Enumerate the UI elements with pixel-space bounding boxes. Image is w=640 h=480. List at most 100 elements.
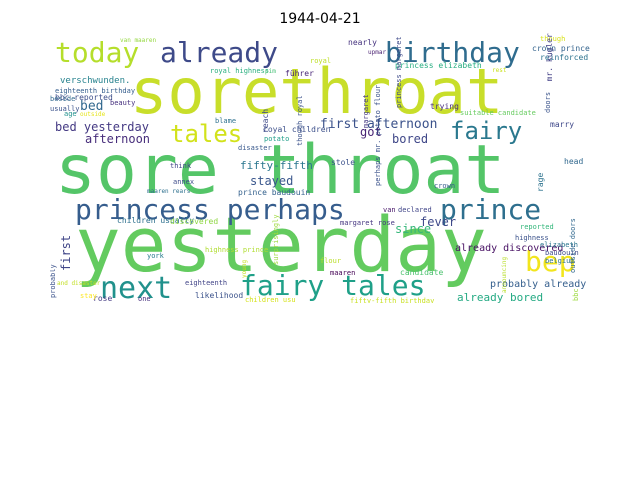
cloud-word: crown	[434, 182, 455, 190]
cloud-word: since	[395, 222, 431, 236]
cloud-word: and disaster	[57, 280, 101, 287]
cloud-word: eighteenth birthday	[55, 87, 135, 95]
cloud-word: rest	[492, 67, 507, 74]
cloud-word: though royal	[296, 95, 304, 146]
cloud-word: discovered	[170, 217, 218, 226]
cloud-word: beside	[50, 95, 75, 103]
cloud-word: announcing	[501, 256, 508, 293]
cloud-word: prince	[440, 193, 541, 226]
cloud-word: already discovered	[455, 243, 563, 254]
cloud-word: bep	[525, 245, 576, 278]
cloud-word: usually	[50, 105, 80, 113]
cloud-word: trying	[430, 102, 459, 111]
cloud-word: fairy tales	[240, 269, 425, 302]
cloud-word: princess margaret	[395, 36, 403, 108]
cloud-word: first	[59, 235, 73, 271]
cloud-word: princess perhaps	[75, 193, 345, 226]
cloud-word: fifty-fifth birthday	[350, 297, 434, 303]
cloud-word: outside doors	[569, 218, 577, 273]
cloud-word: potato	[264, 135, 289, 143]
cloud-word: candidate	[400, 268, 444, 277]
cloud-word: royal	[310, 57, 331, 65]
cloud-word: got	[360, 125, 382, 139]
cloud-word: first afternoon	[320, 117, 437, 132]
cloud-word: bored	[392, 132, 428, 146]
cloud-word: probably already	[490, 279, 586, 290]
cloud-word: royal children	[263, 125, 331, 134]
cloud-word: likelihood	[195, 291, 243, 300]
cloud-word: outside	[80, 111, 106, 118]
cloud-word: bbc	[572, 288, 580, 301]
cloud-word: yesterday	[75, 200, 487, 289]
cloud-word: declared	[398, 206, 432, 214]
cloud-word: york	[147, 252, 165, 260]
cloud-word: age	[64, 110, 77, 118]
cloud-word: royal highness	[210, 67, 269, 75]
cloud-word: already	[160, 36, 278, 69]
cloud-word: reported	[520, 223, 554, 231]
cloud-word: führer	[285, 69, 314, 78]
cloud-word: mr. kugler	[545, 33, 554, 81]
cloud-word: disaster	[238, 144, 272, 152]
cloud-word: margaret rose	[340, 219, 395, 227]
cloud-word: birthday	[385, 36, 520, 69]
cloud-word: fifty-fifth	[240, 159, 313, 172]
cloud-word: elizabeth	[540, 241, 578, 249]
cloud-word: suitable candidate	[460, 109, 536, 117]
cloud-word: upmar	[368, 49, 386, 56]
cloud-word: maaren	[330, 269, 355, 277]
cloud-word: baudouin	[545, 249, 579, 257]
cloud-word: nearly	[348, 38, 377, 47]
cloud-word: annex	[173, 178, 194, 186]
cloud-word: highness prince	[205, 246, 268, 254]
cloud-word: though	[540, 35, 565, 43]
cloud-word: maaren rears	[147, 188, 191, 195]
cloud-word: already bored	[457, 291, 543, 303]
cloud-word: prince baudouin	[238, 188, 310, 197]
cloud-word: margaret	[362, 94, 370, 128]
cloud-word: crown prince	[532, 44, 590, 53]
cloud-word: stayed	[250, 174, 293, 188]
cloud-word: bed	[80, 99, 103, 114]
cloud-word: one	[138, 295, 151, 303]
cloud-word: afternoon	[85, 132, 150, 146]
cloud-word: think	[170, 162, 192, 170]
cloud-word: head	[564, 157, 583, 166]
cloud-word: verschwunden.	[60, 76, 130, 86]
cloud-word: next	[100, 271, 172, 303]
cloud-word: bed yesterday	[55, 120, 149, 134]
cloud-word: tales	[170, 120, 242, 148]
cloud-word: reach	[261, 109, 270, 133]
cloud-word: stole	[331, 158, 355, 167]
cloud-word: young	[241, 260, 248, 278]
cloud-word: children usually	[117, 216, 194, 225]
cloud-word: sore throat	[55, 131, 505, 210]
cloud-word: probably	[50, 264, 57, 298]
cloud-word: van	[383, 206, 396, 214]
cloud-word: perhaps mr. potato flour	[374, 85, 382, 186]
cloud-word: fairy	[450, 117, 522, 145]
cloud-word: flour	[320, 257, 341, 265]
cloud-word: blame	[215, 117, 236, 125]
cloud-word: sorethroat	[130, 55, 503, 128]
cloud-word: rose	[93, 294, 112, 303]
cloud-word: belgium	[545, 257, 575, 265]
cloud-word: highness	[515, 234, 549, 242]
cloud-word: fever	[420, 215, 456, 229]
cloud-word: children usu	[245, 296, 296, 303]
cloud-word: stay	[80, 292, 97, 300]
cloud-word: pim	[265, 68, 276, 75]
cloud-word: today	[55, 36, 139, 69]
cloud-word: van maaren	[120, 37, 157, 44]
cloud-word: princess elizabeth	[395, 61, 482, 70]
cloud-word: eighteenth	[185, 279, 227, 287]
chart-title: 1944-04-21	[279, 11, 361, 27]
cloud-word: bbc reported	[55, 93, 113, 102]
cloud-word: doors	[544, 92, 552, 113]
cloud-word: surprisingly	[272, 214, 280, 265]
cloud-word: beauty	[110, 99, 135, 107]
cloud-word: reinforced	[540, 53, 588, 62]
cloud-word: marry	[550, 120, 574, 129]
